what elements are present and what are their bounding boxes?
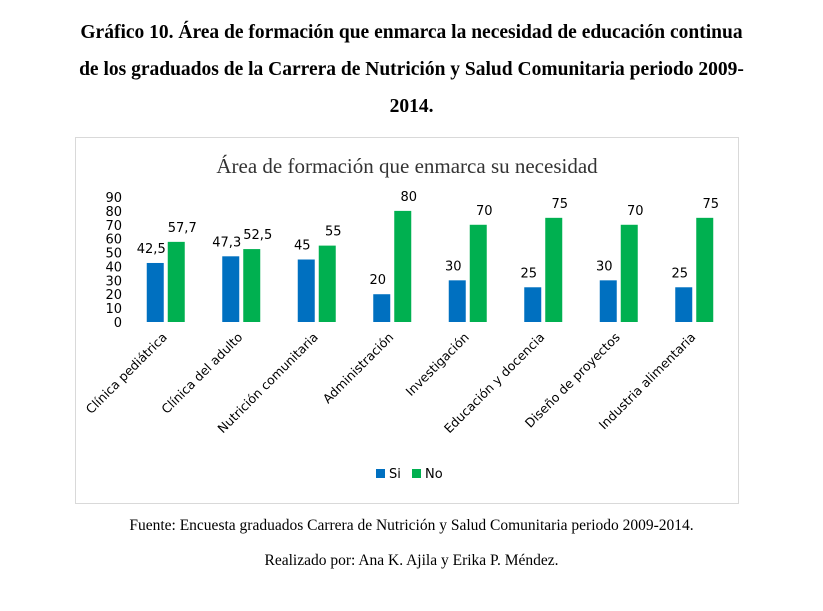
legend-label-si: Si <box>389 467 401 482</box>
bar-si <box>448 280 466 322</box>
category-label: Administración <box>320 330 397 407</box>
data-label: 75 <box>702 197 719 212</box>
y-tick-label: 90 <box>105 191 122 206</box>
legend-swatch-si <box>376 469 385 478</box>
data-label: 25 <box>520 266 537 281</box>
data-label: 25 <box>671 266 688 281</box>
y-tick-label: 80 <box>105 205 122 220</box>
author-note: Realizado por: Ana K. Ajila y Erika P. M… <box>264 552 559 569</box>
data-label: 20 <box>369 273 386 288</box>
chart-area: Área de formación que enmarca su necesid… <box>75 137 739 504</box>
bars <box>146 210 714 322</box>
data-label: 45 <box>294 239 311 254</box>
title-line-2: de los graduados de la Carrera de Nutric… <box>79 59 744 80</box>
bar-no <box>243 249 261 322</box>
data-label: 52,5 <box>243 228 272 243</box>
y-tick-label: 70 <box>105 219 122 234</box>
y-tick-label: 50 <box>105 247 122 262</box>
data-label: 70 <box>476 204 493 219</box>
y-tick-label: 40 <box>105 260 122 275</box>
bar-no <box>545 217 563 322</box>
data-label: 57,7 <box>168 221 197 236</box>
source-note: Fuente: Encuesta graduados Carrera de Nu… <box>129 517 694 534</box>
title-line-1: Gráfico 10. Área de formación que enmarc… <box>80 22 743 43</box>
data-label: 70 <box>627 204 644 219</box>
bar-no <box>469 224 487 322</box>
bar-no <box>318 245 336 322</box>
data-label: 55 <box>325 225 342 240</box>
data-label: 75 <box>551 197 568 212</box>
y-tick-label: 0 <box>114 316 122 331</box>
bar-no <box>167 241 185 322</box>
bar-no <box>696 217 714 322</box>
category-label: Investigación <box>403 330 472 399</box>
bar-si <box>524 287 542 322</box>
y-tick-label: 20 <box>105 288 122 303</box>
bar-si <box>373 294 391 322</box>
bar-no <box>394 210 412 322</box>
y-tick-label: 10 <box>105 302 122 317</box>
data-label: 47,3 <box>212 235 241 250</box>
legend: Si No <box>376 467 443 482</box>
data-label: 30 <box>445 259 462 274</box>
category-label: Clínica pediátrica <box>83 330 170 417</box>
title-line-3: 2014. <box>389 96 434 117</box>
data-label: 80 <box>400 190 417 205</box>
legend-label-no: No <box>425 467 443 482</box>
data-label: 42,5 <box>137 242 166 257</box>
category-label: Clínica del adulto <box>158 330 245 417</box>
bar-si <box>297 259 315 322</box>
chart-title: Área de formación que enmarca su necesid… <box>216 154 598 178</box>
bar-si <box>222 256 240 322</box>
y-tick-label: 60 <box>105 233 122 248</box>
bar-chart: Área de formación que enmarca su necesid… <box>83 154 719 482</box>
bar-no <box>620 224 638 322</box>
y-tick-label: 30 <box>105 274 122 289</box>
bar-si <box>675 287 693 322</box>
document-title: Gráfico 10. Área de formación que enmarc… <box>20 14 803 125</box>
legend-swatch-no <box>412 469 421 478</box>
bar-si <box>599 280 617 322</box>
data-labels: 42,557,7 47,3 52,5 45 55 20 80 30 70 25 75 30 70 25 75 <box>137 190 719 288</box>
bar-si <box>146 262 164 322</box>
data-label: 30 <box>596 259 613 274</box>
